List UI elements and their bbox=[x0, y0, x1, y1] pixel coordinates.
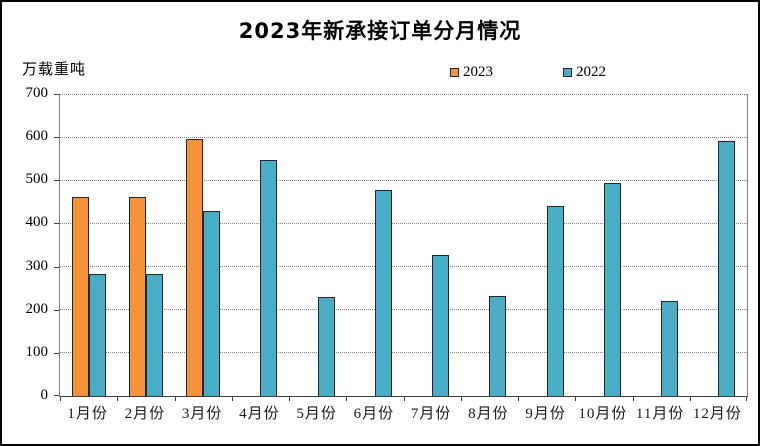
y-tick-700 bbox=[54, 94, 59, 95]
bar-2022-8月份 bbox=[489, 295, 507, 396]
bar-2022-1月份 bbox=[88, 274, 106, 396]
x-tick-7 bbox=[460, 396, 462, 401]
x-tick-2 bbox=[174, 396, 176, 401]
y-tick-400 bbox=[54, 223, 59, 225]
x-axis-labels: 1月份 2月份 3月份 4月份 5月份 6月份 7月份 8月份 9月份 10月份 11月份 12月份 bbox=[59, 402, 746, 424]
y-axis-label-0: 0 bbox=[40, 387, 49, 403]
gridline-200 bbox=[60, 309, 747, 311]
bar-2022-9月份 bbox=[546, 206, 564, 396]
gridline-400 bbox=[60, 222, 747, 224]
y-tick-0 bbox=[54, 395, 59, 396]
category-group-8月份 bbox=[461, 94, 518, 396]
category-group-10月份 bbox=[575, 94, 632, 396]
y-tick-600 bbox=[54, 137, 59, 139]
y-axis-label-500: 500 bbox=[25, 171, 49, 188]
x-axis-label-5月份: 5月份 bbox=[296, 406, 337, 422]
gridline-500 bbox=[60, 179, 747, 181]
bar-2023-2月份 bbox=[128, 196, 146, 396]
bar-2022-2月份 bbox=[145, 273, 163, 396]
bar-2022-6月份 bbox=[374, 190, 392, 396]
x-axis-label-4月份: 4月份 bbox=[239, 406, 280, 422]
y-axis-label-100: 100 bbox=[25, 343, 49, 360]
category-group-3月份 bbox=[175, 94, 232, 396]
y-axis-label-300: 300 bbox=[25, 257, 49, 274]
legend-swatch-icon bbox=[563, 68, 572, 77]
x-tick-12 bbox=[746, 396, 747, 401]
y-tick-200 bbox=[54, 309, 59, 311]
legend-item-2023: 2023 bbox=[450, 64, 493, 81]
y-axis-label-600: 600 bbox=[25, 128, 49, 145]
x-axis-label-2月份: 2月份 bbox=[124, 406, 166, 422]
y-tick-100 bbox=[54, 352, 59, 354]
x-axis-label-8月份: 8月份 bbox=[468, 406, 509, 422]
x-tick-3 bbox=[231, 396, 233, 401]
y-tick-500 bbox=[54, 180, 59, 182]
bar-2022-10月份 bbox=[603, 183, 621, 396]
category-group-7月份 bbox=[404, 94, 461, 396]
category-group-1月份 bbox=[60, 94, 117, 396]
x-tick-4 bbox=[289, 396, 290, 401]
bar-2022-3月份 bbox=[203, 210, 221, 396]
legend-label: 2023 bbox=[463, 64, 493, 80]
category-group-2月份 bbox=[117, 94, 174, 396]
x-tick-6 bbox=[403, 396, 405, 401]
y-axis-unit-label: 万载重吨 bbox=[22, 60, 87, 78]
chart-title: 2023年新承接订单分月情况 bbox=[238, 19, 522, 43]
category-group-12月份 bbox=[690, 94, 747, 396]
bar-2022-5月份 bbox=[317, 296, 335, 396]
category-group-6月份 bbox=[346, 94, 403, 396]
x-axis-label-10月份: 10月份 bbox=[578, 406, 628, 422]
bar-2023-1月份 bbox=[71, 197, 89, 396]
legend-label: 2022 bbox=[576, 64, 606, 80]
gridline-600 bbox=[60, 136, 747, 138]
category-group-4月份 bbox=[232, 94, 289, 396]
gridline-700 bbox=[60, 93, 747, 95]
legend-item-2022: 2022 bbox=[563, 64, 606, 81]
x-tick-10 bbox=[632, 396, 634, 401]
legend: 2023 2022 bbox=[450, 64, 606, 81]
x-tick-8 bbox=[518, 396, 519, 401]
bar-2022-12月份 bbox=[718, 141, 736, 396]
x-axis-label-7月份: 7月份 bbox=[410, 406, 452, 422]
x-tick-0 bbox=[60, 396, 61, 401]
x-axis-label-3月份: 3月份 bbox=[181, 406, 223, 422]
x-tick-9 bbox=[575, 396, 577, 401]
bar-2022-4月份 bbox=[260, 159, 278, 396]
bar-2022-11月份 bbox=[661, 301, 679, 396]
x-tick-5 bbox=[346, 396, 348, 401]
plot-area bbox=[54, 93, 748, 401]
x-tick-11 bbox=[689, 396, 691, 401]
category-group-5月份 bbox=[289, 94, 346, 396]
category-group-9月份 bbox=[518, 94, 575, 396]
y-axis-label-700: 700 bbox=[25, 85, 49, 101]
gridline-100 bbox=[60, 352, 747, 354]
y-axis-labels: 0 100 200 300 400 500 600 700 bbox=[2, 85, 52, 403]
bar-2022-7月份 bbox=[432, 255, 450, 396]
y-axis-label-400: 400 bbox=[25, 214, 49, 231]
x-axis-label-6月份: 6月份 bbox=[353, 406, 395, 422]
category-group-11月份 bbox=[633, 94, 690, 396]
x-axis-label-12月份: 12月份 bbox=[692, 406, 742, 422]
x-axis-label-9月份: 9月份 bbox=[525, 406, 566, 422]
legend-swatch-icon bbox=[450, 68, 459, 77]
x-axis-label-11月份: 11月份 bbox=[635, 406, 685, 422]
x-axis-label-1月份: 1月份 bbox=[67, 406, 108, 422]
bar-2023-3月份 bbox=[186, 139, 204, 396]
gridline-300 bbox=[60, 266, 747, 268]
y-axis-label-200: 200 bbox=[25, 300, 49, 317]
x-tick-1 bbox=[117, 396, 119, 401]
y-tick-300 bbox=[54, 266, 59, 268]
